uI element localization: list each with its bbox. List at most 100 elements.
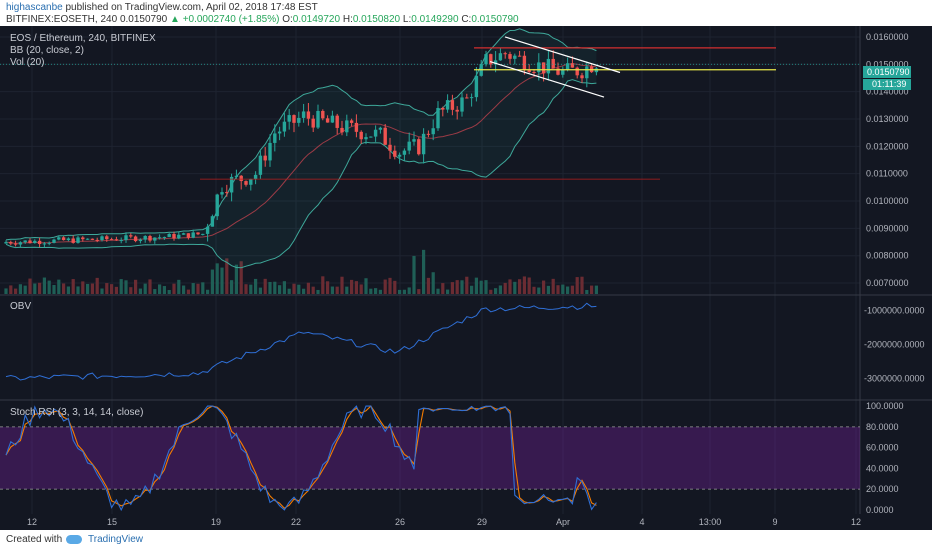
volume-bar [460, 280, 464, 294]
volume-bar [105, 283, 109, 294]
volume-bar [302, 288, 306, 294]
low-value: 0.0149290 [411, 14, 459, 25]
price-tick-label: 0.0140000 [866, 87, 909, 97]
tradingview-brand[interactable]: TradingView [88, 534, 144, 545]
volume-bar [278, 285, 282, 294]
candle-body [580, 75, 584, 79]
time-tick-label: 29 [477, 517, 487, 527]
volume-bar [503, 282, 507, 294]
candle-body [570, 63, 575, 68]
price-tick-label: 0.0150000 [866, 59, 909, 69]
candle-body [537, 62, 541, 73]
last-price: 0.0150790 [119, 14, 168, 25]
tradingview-cloud-icon [66, 535, 82, 544]
bollinger-upper-band [5, 28, 597, 241]
volume-bar [18, 284, 22, 294]
candle-body [177, 234, 181, 239]
candle-body [373, 129, 378, 137]
footer: Created with TradingView [0, 530, 932, 550]
candle-body [301, 111, 306, 118]
volume-bar [263, 278, 267, 294]
volume-bar [321, 276, 325, 294]
candle-body [426, 133, 431, 135]
volume-bar [446, 289, 450, 294]
volume-bar [561, 284, 565, 294]
high-label: H: [342, 14, 353, 25]
volume-bar [66, 286, 70, 294]
obv-tick-label: -3000000.0000 [864, 374, 925, 384]
volume-bar [311, 286, 315, 294]
price-tick-label: 0.0110000 [866, 169, 908, 179]
bollinger-basis [5, 63, 597, 244]
time-tick-label: 9 [772, 517, 777, 527]
volume-bar [268, 281, 272, 294]
candle-body [465, 97, 469, 99]
volume-bar [47, 280, 51, 294]
author-link[interactable]: highascanbe [6, 2, 63, 13]
publication-header: highascanbe published on TradingView.com… [0, 0, 932, 26]
volume-bar [138, 288, 142, 294]
candle-body [143, 235, 147, 240]
low-label: L: [402, 14, 412, 25]
volume-bar [196, 283, 200, 294]
candle-body [90, 238, 95, 240]
candle-body [52, 239, 56, 243]
candle-body [71, 238, 75, 243]
candle-body [277, 131, 282, 134]
volume-bar [426, 277, 430, 294]
high-value: 0.0150820 [352, 14, 401, 25]
obv-tick-label: -2000000.0000 [864, 340, 925, 350]
time-tick-label: Apr [556, 517, 570, 527]
volume-bar [23, 285, 27, 294]
candle-body [225, 192, 229, 194]
candle-body [273, 133, 277, 143]
candle-body [109, 239, 114, 241]
candle-body [369, 136, 373, 138]
bb-legend: BB (20, close, 2) [10, 45, 84, 56]
volume-bar [393, 280, 397, 294]
volume-bar [470, 285, 474, 294]
chart-area[interactable]: 0.0160000 0.0150000 0.0140000 0.0130000 0.01… [0, 26, 932, 530]
candle-body [412, 139, 416, 142]
candle-body [354, 122, 359, 132]
candle-body [81, 237, 85, 240]
volume-bar [513, 281, 517, 294]
volume-bar [71, 279, 75, 294]
volume-bar [431, 272, 435, 294]
candle-body [148, 235, 152, 241]
candle-body [383, 127, 387, 145]
candle-body [191, 232, 195, 238]
volume-bar [129, 287, 133, 294]
candle-body [330, 115, 335, 123]
volume-bar [114, 286, 118, 294]
candle-body [441, 107, 445, 110]
chart-canvas[interactable]: 0.0160000 0.0150000 0.0140000 0.0130000 0.01… [0, 26, 932, 530]
candle-body [205, 226, 210, 234]
volume-bar [95, 277, 99, 294]
candle-body [4, 242, 8, 244]
volume-bar [546, 285, 550, 294]
volume-bar [153, 289, 157, 294]
volume-bar [335, 286, 339, 294]
bollinger-lower-band [5, 79, 597, 269]
price-tick-label: 0.0100000 [866, 196, 909, 206]
volume-bar [33, 283, 37, 294]
price-tick-label: 0.0090000 [866, 223, 909, 233]
countdown-badge [863, 79, 911, 90]
close-value: 0.0150790 [471, 14, 519, 25]
candle-body [508, 54, 512, 59]
candle-body [493, 60, 498, 65]
candle-body [306, 111, 311, 119]
volume-bar [465, 276, 469, 294]
candle-body [287, 115, 291, 122]
publication-line: highascanbe published on TradingView.com… [6, 2, 318, 13]
candle-body [335, 115, 339, 128]
volume-bar [417, 289, 421, 294]
price-tick-label: 0.0160000 [866, 32, 909, 42]
time-tick-label: 12 [851, 517, 861, 527]
last-price-badge [863, 66, 911, 78]
obv-line [5, 302, 597, 381]
volume-bar [316, 289, 320, 294]
price-tick-label: 0.0080000 [866, 251, 909, 261]
candle-body [253, 174, 258, 179]
